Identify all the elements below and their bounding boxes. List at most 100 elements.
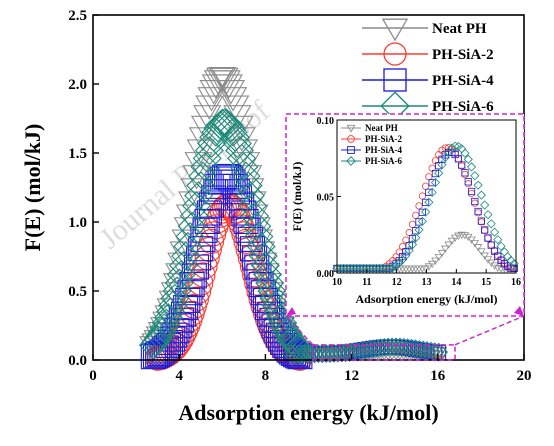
data-point bbox=[216, 80, 246, 105]
data-point bbox=[151, 308, 181, 338]
data-point bbox=[353, 342, 369, 358]
data-point bbox=[226, 185, 253, 211]
data-point bbox=[268, 308, 298, 338]
data-point bbox=[190, 262, 216, 288]
data-point bbox=[179, 201, 209, 231]
data-point bbox=[265, 322, 291, 348]
inset-x-tick-label: 13 bbox=[422, 277, 432, 288]
data-point bbox=[274, 321, 304, 351]
data-point bbox=[336, 343, 356, 363]
data-point bbox=[239, 253, 266, 279]
inset-data-point bbox=[427, 260, 437, 269]
data-point bbox=[272, 317, 302, 347]
inset-legend-label: PH-SiA-2 bbox=[365, 134, 402, 144]
inset-y-tick-label: 0.10 bbox=[317, 116, 335, 127]
data-point bbox=[233, 208, 259, 235]
data-point bbox=[229, 152, 259, 182]
inset-data-point bbox=[378, 263, 388, 273]
data-point bbox=[272, 332, 298, 358]
x-axis-title: Adsorption energy (kJ/mol) bbox=[178, 400, 438, 425]
data-point bbox=[225, 136, 255, 166]
data-point bbox=[248, 271, 274, 298]
data-point bbox=[250, 250, 280, 281]
guide-line-right bbox=[454, 315, 525, 346]
data-point bbox=[181, 263, 207, 289]
data-point bbox=[430, 347, 448, 362]
data-point bbox=[214, 74, 243, 99]
y-tick-label: 2.0 bbox=[68, 77, 87, 93]
inset-data-point bbox=[407, 239, 418, 250]
inset-data-point bbox=[480, 252, 489, 260]
inset-legend-entry-neat-ph: Neat PH bbox=[341, 123, 398, 133]
data-point bbox=[190, 152, 220, 182]
data-point bbox=[218, 117, 248, 147]
data-point bbox=[253, 259, 283, 289]
data-point bbox=[235, 217, 261, 243]
inset-y-tick-label: 0.00 bbox=[317, 269, 335, 280]
inset-data-point bbox=[422, 198, 430, 207]
data-point bbox=[246, 231, 276, 261]
inset-data-point bbox=[471, 197, 479, 206]
data-point bbox=[237, 191, 267, 221]
inset-data-point bbox=[477, 217, 485, 225]
data-point bbox=[357, 342, 373, 358]
inset-data-point bbox=[421, 207, 431, 217]
data-point bbox=[153, 303, 183, 333]
data-point bbox=[409, 339, 429, 359]
inset-x-tick-label: 11 bbox=[362, 277, 371, 288]
inset-y-axis-title: F(E) (mol/kJ) bbox=[290, 162, 304, 232]
inset-data-point bbox=[437, 160, 447, 170]
data-point bbox=[222, 128, 252, 158]
data-point bbox=[208, 66, 237, 92]
x-tick-label: 12 bbox=[344, 368, 359, 384]
inset-data-point bbox=[477, 248, 486, 256]
inset-data-point bbox=[417, 216, 427, 226]
inset-data-point bbox=[509, 259, 519, 269]
data-point bbox=[237, 226, 263, 252]
inset-x-tick-label: 16 bbox=[511, 277, 521, 288]
data-point bbox=[184, 181, 214, 211]
data-point bbox=[404, 341, 420, 357]
data-point bbox=[143, 325, 173, 355]
inset-data-point bbox=[441, 245, 450, 253]
inset-x-axis-title: Adsorption energy (kJ/mol) bbox=[356, 292, 498, 306]
data-point bbox=[359, 340, 379, 360]
guide-arrow-right bbox=[514, 306, 524, 316]
legend-entry-neat-ph: Neat PH bbox=[362, 18, 487, 42]
inset-data-point bbox=[414, 225, 424, 235]
inset-data-point bbox=[355, 263, 365, 273]
inset-data-point bbox=[384, 263, 395, 273]
inset-data-point bbox=[418, 208, 426, 216]
inset-data-point bbox=[388, 262, 398, 273]
x-tick-label: 20 bbox=[517, 368, 532, 384]
data-point bbox=[405, 339, 425, 359]
legend-label: PH-SiA-6 bbox=[432, 99, 494, 115]
inset-legend-label: PH-SiA-6 bbox=[365, 156, 402, 166]
inset-data-point bbox=[428, 179, 436, 187]
inset-data-point bbox=[352, 263, 362, 273]
data-point bbox=[198, 192, 225, 218]
inset-x-tick-label: 14 bbox=[451, 277, 461, 288]
inset-data-point bbox=[427, 187, 437, 197]
data-point bbox=[240, 201, 270, 231]
data-point bbox=[181, 191, 211, 221]
inset-data-point bbox=[467, 236, 476, 244]
data-point bbox=[142, 343, 169, 369]
data-point bbox=[214, 163, 240, 190]
inset-data-point bbox=[473, 244, 483, 252]
inset-data-point bbox=[425, 188, 433, 196]
data-point bbox=[244, 254, 270, 280]
inset-series-ph-sia-6 bbox=[332, 141, 519, 273]
inset-data-point bbox=[424, 197, 434, 207]
legend-entry-ph-sia-4: PH-SiA-4 bbox=[362, 68, 494, 92]
x-tick-label: 0 bbox=[89, 368, 97, 384]
data-point bbox=[339, 342, 359, 362]
data-point bbox=[209, 108, 239, 138]
inset-legend-entry-ph-sia-2: PH-SiA-2 bbox=[341, 134, 402, 144]
inset-data-point bbox=[458, 161, 466, 169]
data-point bbox=[179, 271, 205, 298]
data-point bbox=[197, 87, 226, 112]
legend-marker bbox=[383, 68, 407, 92]
inset-data-point bbox=[375, 263, 385, 273]
